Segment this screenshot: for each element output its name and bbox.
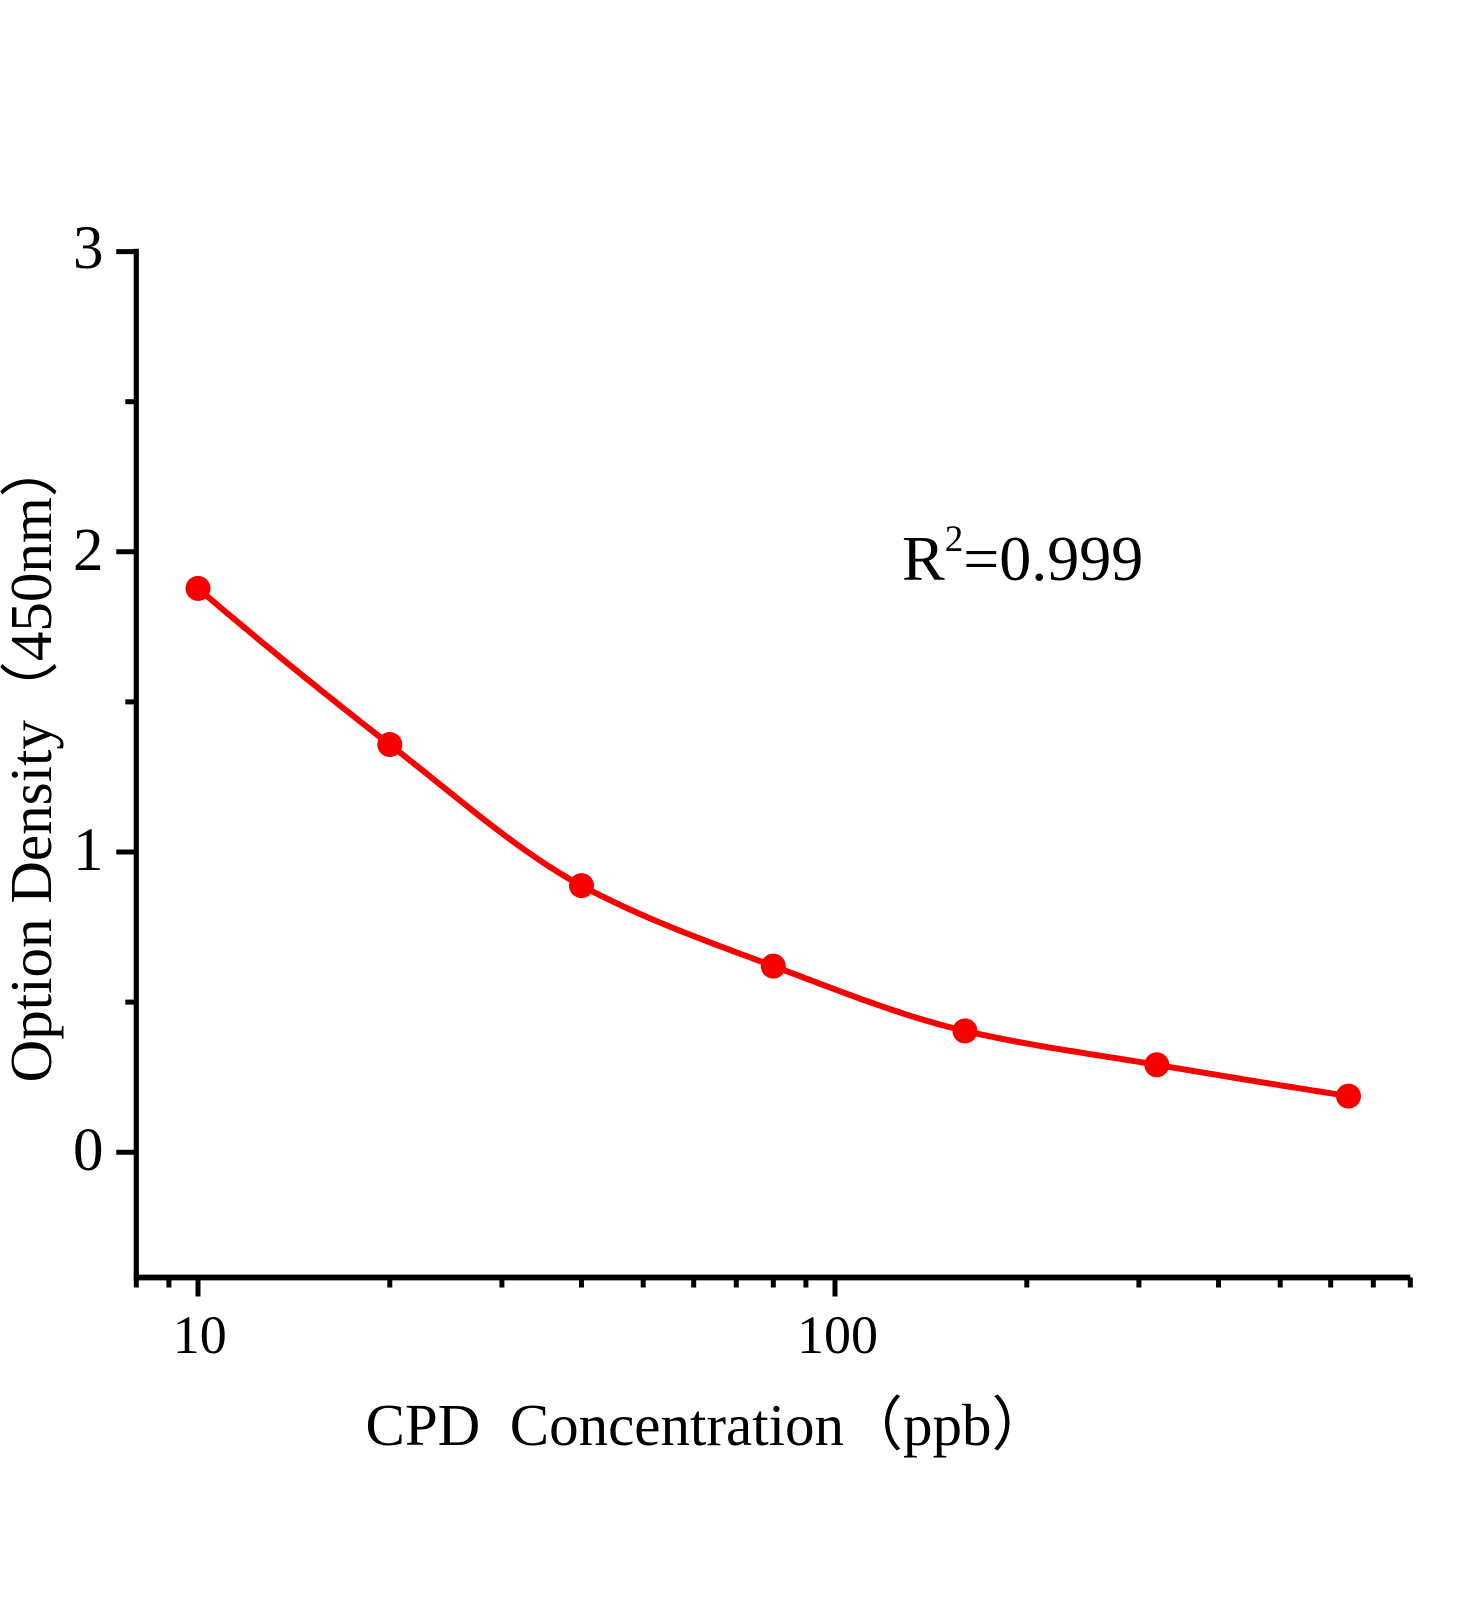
svg-text:0: 0 [73,1117,104,1184]
svg-text:2: 2 [73,517,104,584]
svg-text:R2=0.999: R2=0.999 [902,519,1143,594]
svg-text:1: 1 [73,817,104,884]
svg-text:10: 10 [173,1305,227,1365]
svg-text:CPD Concentration（ppb）: CPD Concentration（ppb） [365,1392,1050,1458]
svg-text:Option Density（450nm）: Option Density（450nm） [0,438,64,1082]
svg-text:100: 100 [797,1305,878,1365]
svg-text:3: 3 [73,215,104,282]
